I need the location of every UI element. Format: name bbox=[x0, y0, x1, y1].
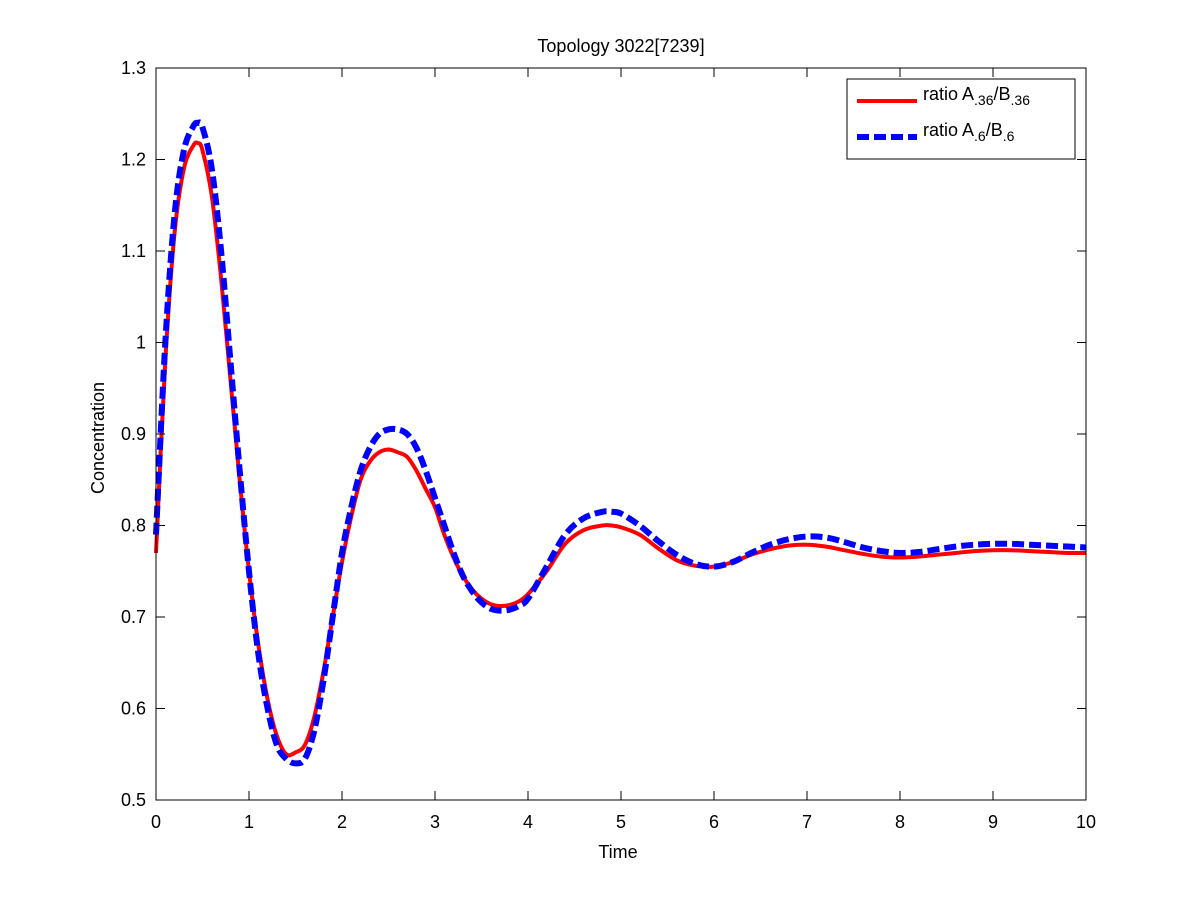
y-tick-label: 1 bbox=[136, 333, 146, 353]
ticks-layer: 0 1 2 3 4 5 6 7 8 9 10 0.5 0.6 0.7 0.8 0.9 1 1.1 1.2 1.3 bbox=[121, 58, 1096, 832]
x-tick-label: 10 bbox=[1076, 812, 1096, 832]
x-tick-label: 2 bbox=[337, 812, 347, 832]
y-axis-label: Concentration bbox=[88, 382, 108, 494]
x-axis-label: Time bbox=[598, 842, 637, 862]
x-tick-label: 5 bbox=[616, 812, 626, 832]
x-tick-label: 3 bbox=[430, 812, 440, 832]
x-tick-label: 1 bbox=[244, 812, 254, 832]
x-tick-label: 8 bbox=[895, 812, 905, 832]
chart-title: Topology 3022[7239] bbox=[537, 36, 704, 56]
legend-label-2: ratio A.6/B.6 bbox=[923, 120, 1015, 144]
y-tick-label: 0.6 bbox=[121, 699, 146, 719]
series-line-2 bbox=[153, 119, 1087, 767]
x-tick-label: 4 bbox=[523, 812, 533, 832]
x-tick-label: 6 bbox=[709, 812, 719, 832]
x-tick-label: 0 bbox=[151, 812, 161, 832]
legend-box bbox=[846, 78, 1076, 160]
legend-label-1: ratio A.36/B.36 bbox=[923, 84, 1030, 108]
x-tick-label: 7 bbox=[802, 812, 812, 832]
y-tick-label: 0.8 bbox=[121, 516, 146, 536]
x-tick-label: 9 bbox=[988, 812, 998, 832]
y-tick-label: 0.7 bbox=[121, 607, 146, 627]
y-tick-label: 1.2 bbox=[121, 150, 146, 170]
legend: ratio A.36/B.36 ratio A.6/B.6 bbox=[846, 78, 1076, 160]
series-layer bbox=[153, 119, 1087, 767]
y-tick-label: 1.3 bbox=[121, 58, 146, 78]
y-tick-label: 0.5 bbox=[121, 790, 146, 810]
y-tick-label: 1.1 bbox=[121, 241, 146, 261]
y-tick-label: 0.9 bbox=[121, 424, 146, 444]
plot-area bbox=[156, 68, 1086, 800]
